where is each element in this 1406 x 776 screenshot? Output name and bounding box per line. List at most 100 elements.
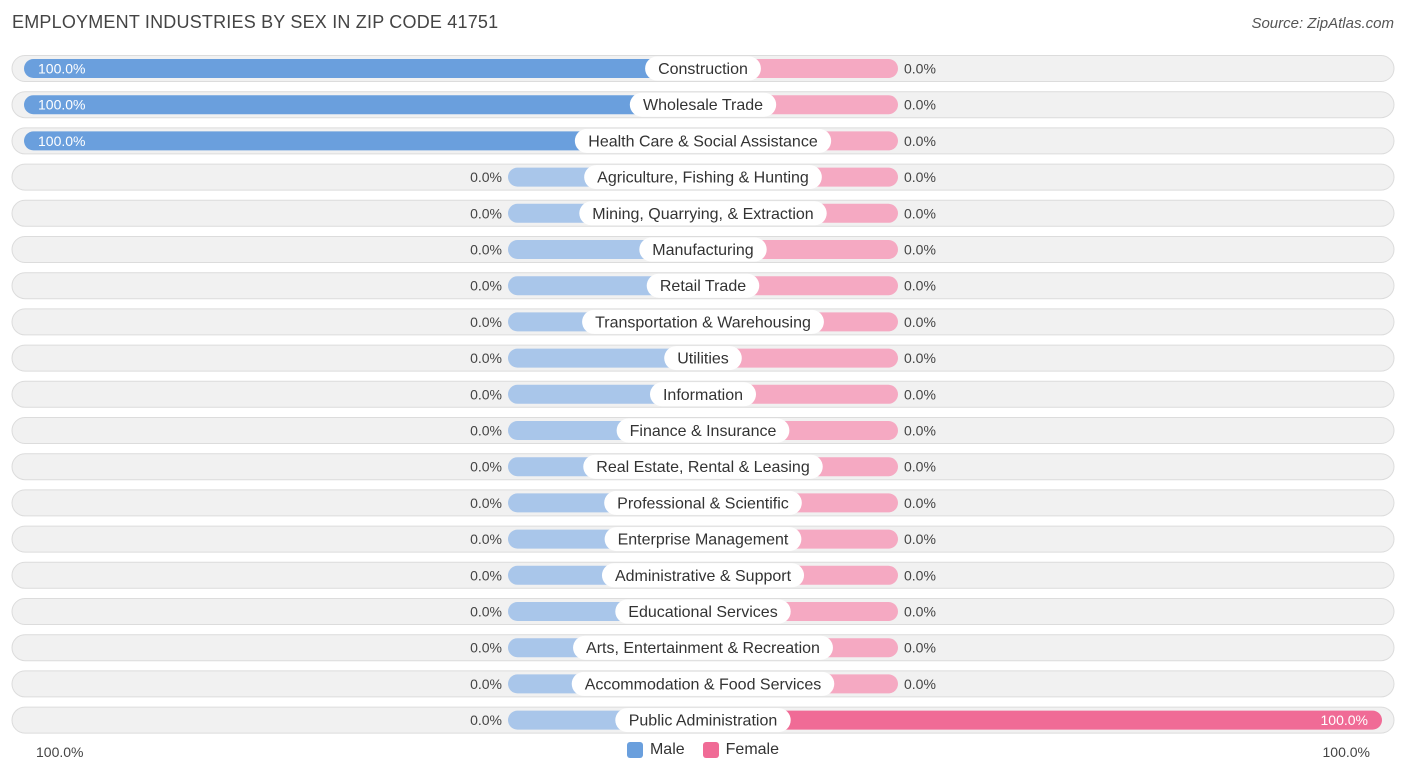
table-row[interactable]: Construction 100.0% 0.0% [11,55,1395,82]
category-label-pill [664,346,742,371]
female-value-label: 0.0% [904,314,936,330]
female-value-label: 0.0% [904,459,936,475]
category-label: Retail Trade [660,278,746,295]
male-value-label: 0.0% [470,423,502,439]
female-value-label: 0.0% [904,495,936,511]
male-value-label: 0.0% [470,242,502,258]
table-row[interactable]: Information 0.0% 0.0% [11,380,1395,408]
male-value-label: 100.0% [38,133,85,149]
table-row[interactable]: Retail Trade 0.0% 0.0% [11,272,1395,300]
category-label: Utilities [677,351,729,368]
female-value-label: 0.0% [904,640,936,656]
table-row[interactable]: Manufacturing 0.0% 0.0% [11,236,1395,263]
category-label: Transportation & Warehousing [595,314,811,331]
male-value-label: 0.0% [470,567,502,583]
category-label-pill [629,92,777,117]
female-value-label: 0.0% [904,350,936,366]
male-value-label: 0.0% [470,350,502,366]
male-value-label: 0.0% [470,205,502,221]
male-bar [24,131,703,151]
category-label-pill [582,309,824,334]
category-label-pill [616,418,790,443]
category-label: Enterprise Management [618,532,789,549]
male-value-label: 0.0% [470,459,502,475]
female-value-label: 0.0% [904,169,936,185]
male-value-label: 0.0% [470,495,502,511]
female-value-label: 0.0% [904,61,936,77]
male-value-label: 0.0% [470,278,502,294]
male-value-label: 0.0% [470,676,502,692]
female-value-label: 0.0% [904,97,936,113]
table-row[interactable]: Arts, Entertainment & Recreation 0.0% 0.0% [11,634,1395,662]
category-label-pill [615,708,791,733]
category-label: Accommodation & Food Services [585,676,822,693]
category-label: Construction [658,61,748,78]
category-label-pill [583,454,823,479]
table-row[interactable]: Professional & Scientific 0.0% 0.0% [11,489,1395,517]
table-row[interactable]: Public Administration 0.0% 100.0% [11,706,1395,734]
table-row[interactable]: Wholesale Trade 100.0% 0.0% [11,91,1395,119]
female-value-label: 0.0% [904,278,936,294]
category-label-pill [639,237,767,262]
legend: Male Female [0,741,1406,759]
table-row[interactable]: Utilities 0.0% 0.0% [11,344,1395,372]
category-label: Information [663,387,743,404]
category-label: Educational Services [628,604,777,621]
table-row[interactable]: Health Care & Social Assistance 100.0% 0.0… [11,127,1395,155]
male-value-label: 0.0% [470,531,502,547]
category-label-pill [604,490,802,515]
female-bar [703,710,1382,730]
category-label-pill [601,563,805,588]
category-label-pill [615,599,791,624]
category-label: Agriculture, Fishing & Hunting [597,170,809,187]
legend-item-male[interactable]: Male [626,741,685,759]
male-bar [24,59,703,78]
female-value-label: 0.0% [904,604,936,620]
female-value-label: 100.0% [1321,712,1368,728]
category-label: Administrative & Support [615,568,792,585]
category-label: Wholesale Trade [643,97,763,114]
category-label-pill [645,56,761,81]
female-value-label: 0.0% [904,205,936,221]
category-label-pill [579,201,827,226]
axis-right-label: 100.0% [1322,744,1370,760]
female-value-label: 0.0% [904,133,936,149]
female-value-label: 0.0% [904,676,936,692]
table-row[interactable]: Agriculture, Fishing & Hunting 0.0% 0.0% [11,163,1395,191]
legend-item-female[interactable]: Female [702,741,780,759]
male-value-label: 0.0% [470,386,502,402]
legend-swatch-female [702,742,719,758]
male-value-label: 100.0% [38,97,85,113]
category-label: Real Estate, Rental & Leasing [596,459,809,476]
male-value-label: 0.0% [470,169,502,185]
table-row[interactable]: Educational Services 0.0% 0.0% [11,598,1395,625]
female-bar [703,348,898,368]
category-label: Arts, Entertainment & Recreation [586,640,820,657]
category-label: Finance & Insurance [630,423,777,440]
table-row[interactable]: Transportation & Warehousing 0.0% 0.0% [11,308,1395,336]
male-value-label: 0.0% [470,640,502,656]
category-label-pill [573,635,833,660]
category-label-pill [571,671,835,696]
female-value-label: 0.0% [904,423,936,439]
table-row[interactable]: Mining, Quarrying, & Extraction 0.0% 0.0% [11,199,1395,227]
table-row[interactable]: Enterprise Management 0.0% 0.0% [11,525,1395,553]
legend-label-male: Male [649,741,685,758]
category-label-pill [604,527,802,552]
category-label-pill [584,165,822,190]
legend-label-female: Female [725,741,780,758]
female-value-label: 0.0% [904,242,936,258]
male-value-label: 0.0% [470,314,502,330]
male-value-label: 0.0% [470,712,502,728]
source-label: Source: ZipAtlas.com [1251,15,1394,32]
female-value-label: 0.0% [904,567,936,583]
table-row[interactable]: Finance & Insurance 0.0% 0.0% [11,417,1395,444]
table-row[interactable]: Accommodation & Food Services 0.0% 0.0% [11,670,1395,698]
category-label: Professional & Scientific [617,495,789,512]
category-label: Manufacturing [652,242,753,259]
category-label: Public Administration [629,713,778,730]
table-row[interactable]: Administrative & Support 0.0% 0.0% [11,561,1395,589]
table-row[interactable]: Real Estate, Rental & Leasing 0.0% 0.0% [11,453,1395,481]
female-value-label: 0.0% [904,531,936,547]
